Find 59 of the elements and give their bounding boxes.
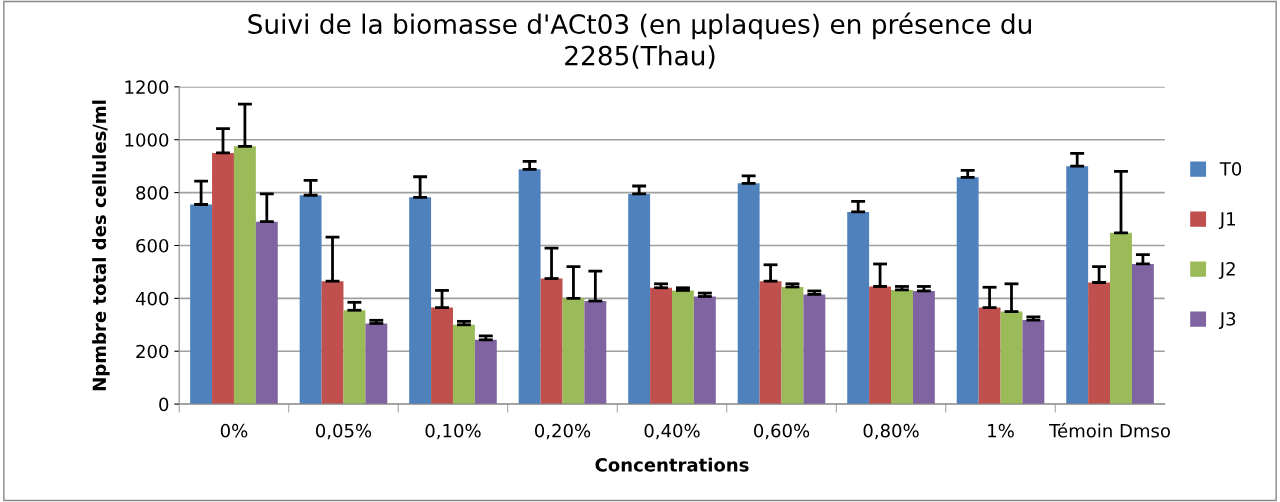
x-tick-label: Témoin Dmso [1049, 422, 1170, 438]
bar [540, 278, 563, 405]
y-tick-label: 1200 [125, 80, 169, 94]
y-tick-label: 800 [136, 186, 169, 200]
bar [869, 286, 892, 405]
bar [1066, 166, 1089, 405]
bar [1131, 263, 1154, 405]
bar [212, 152, 234, 405]
legend-label: J3 [1218, 312, 1236, 330]
y-tick-label: 600 [136, 238, 169, 253]
bar [628, 193, 651, 405]
bar [474, 339, 497, 405]
bar [452, 324, 475, 405]
bar [650, 287, 672, 405]
bar [562, 298, 585, 405]
x-axis-title: Concentrations [595, 457, 749, 472]
y-tick-label: 200 [136, 344, 169, 359]
bar [431, 307, 453, 405]
bar [343, 310, 366, 405]
y-tick-label: 0 [159, 397, 169, 412]
bar [1110, 232, 1132, 405]
bar [190, 204, 213, 405]
legend-label: J2 [1218, 262, 1235, 280]
x-tick-label: 0,80% [863, 423, 919, 440]
bar [693, 296, 716, 405]
bar [1088, 282, 1111, 405]
x-tick-label: 0,05% [315, 423, 372, 440]
bar [365, 323, 388, 405]
y-axis-title: Npmbre total des cellules/ml [92, 100, 110, 391]
chart-title: Suivi de la biomasse d'ACt03 (en µplaques) en présence du 2285(Thau) [248, 12, 1031, 69]
bar [255, 221, 278, 405]
bar [672, 290, 694, 405]
x-tick-label: 0,10% [425, 423, 481, 440]
bar [956, 177, 979, 405]
y-tick-label: 400 [135, 291, 169, 306]
bar [1000, 311, 1023, 405]
bar [847, 211, 870, 405]
x-tick-label: 1% [988, 423, 1014, 438]
bar [759, 281, 782, 405]
legend-label: T0 [1219, 162, 1242, 176]
bar [1022, 320, 1045, 405]
bar [584, 301, 607, 405]
bar [891, 289, 913, 405]
bar [912, 290, 935, 405]
bar [781, 286, 804, 405]
x-tick-label: 0,40% [644, 423, 700, 440]
bar [299, 195, 322, 405]
x-tick-label: 0,20% [535, 423, 591, 440]
bar [978, 307, 1001, 405]
bar [803, 294, 826, 405]
legend-label: J1 [1218, 212, 1235, 230]
bar [233, 146, 256, 405]
bar [409, 197, 432, 405]
x-tick-label: 0% [220, 423, 248, 438]
x-tick-label: 0,60% [754, 423, 810, 440]
bar [518, 169, 541, 405]
bar [737, 183, 760, 405]
y-tick-label: 1000 [125, 133, 169, 147]
bar [321, 281, 344, 405]
